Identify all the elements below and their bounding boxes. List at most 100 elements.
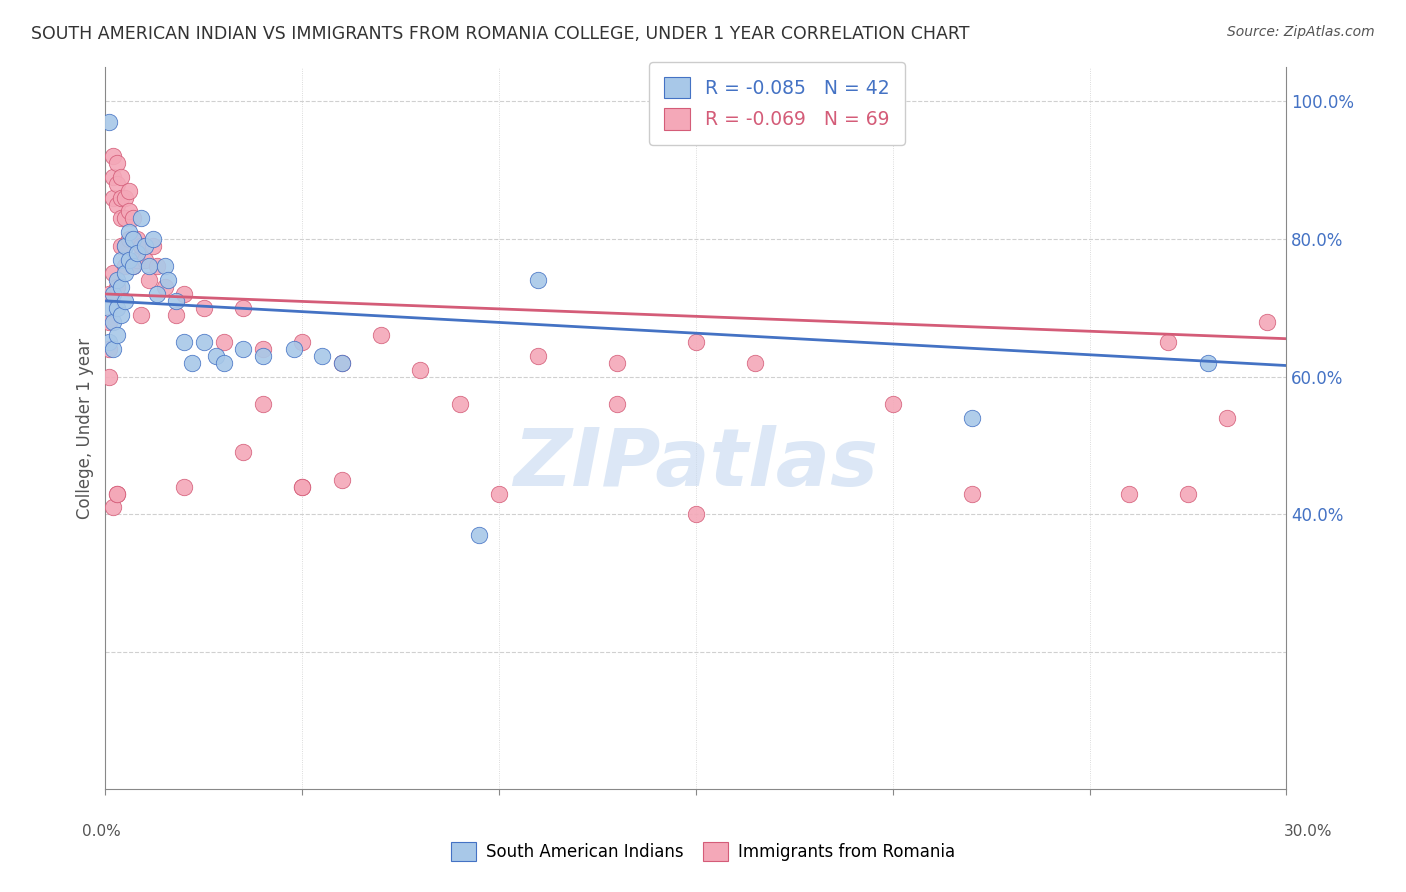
Text: SOUTH AMERICAN INDIAN VS IMMIGRANTS FROM ROMANIA COLLEGE, UNDER 1 YEAR CORRELATI: SOUTH AMERICAN INDIAN VS IMMIGRANTS FROM…	[31, 25, 969, 43]
Point	[105, 486, 128, 500]
Point	[98, 314, 121, 328]
Point	[1256, 314, 1278, 328]
Point	[685, 507, 707, 521]
Point	[606, 356, 628, 370]
Point	[527, 273, 550, 287]
Point	[98, 115, 121, 129]
Point	[122, 260, 145, 274]
Point	[105, 301, 128, 315]
Point	[118, 225, 141, 239]
Point	[114, 293, 136, 308]
Point	[125, 232, 148, 246]
Point	[134, 252, 156, 267]
Point	[122, 260, 145, 274]
Point	[114, 211, 136, 226]
Point	[110, 239, 132, 253]
Point	[134, 239, 156, 253]
Legend: South American Indians, Immigrants from Romania: South American Indians, Immigrants from …	[444, 835, 962, 868]
Point	[330, 356, 353, 370]
Point	[125, 252, 148, 267]
Point	[105, 156, 128, 170]
Point	[409, 362, 432, 376]
Point	[142, 232, 165, 246]
Point	[138, 260, 160, 274]
Point	[110, 191, 132, 205]
Point	[330, 356, 353, 370]
Point	[1197, 356, 1219, 370]
Point	[98, 335, 121, 350]
Point	[212, 356, 235, 370]
Point	[252, 397, 274, 411]
Point	[488, 486, 510, 500]
Point	[125, 245, 148, 260]
Point	[449, 397, 471, 411]
Point	[173, 335, 195, 350]
Point	[114, 266, 136, 280]
Point	[165, 308, 187, 322]
Point	[145, 260, 167, 274]
Point	[103, 287, 125, 301]
Point	[181, 356, 204, 370]
Point	[110, 252, 132, 267]
Point	[103, 500, 125, 515]
Point	[212, 335, 235, 350]
Point	[370, 328, 392, 343]
Point	[98, 287, 121, 301]
Point	[173, 480, 195, 494]
Point	[193, 301, 215, 315]
Point	[118, 252, 141, 267]
Point	[114, 191, 136, 205]
Point	[118, 204, 141, 219]
Point	[1216, 410, 1239, 425]
Point	[142, 239, 165, 253]
Point	[232, 445, 254, 459]
Point	[960, 410, 983, 425]
Point	[291, 335, 314, 350]
Point	[103, 266, 125, 280]
Point	[103, 191, 125, 205]
Point	[153, 260, 176, 274]
Point	[129, 211, 152, 226]
Point	[110, 280, 132, 294]
Text: 30.0%: 30.0%	[1284, 824, 1331, 838]
Point	[157, 273, 180, 287]
Point	[129, 239, 152, 253]
Point	[882, 397, 904, 411]
Point	[118, 184, 141, 198]
Point	[527, 349, 550, 363]
Point	[232, 342, 254, 356]
Point	[103, 314, 125, 328]
Point	[165, 293, 187, 308]
Point	[468, 528, 491, 542]
Point	[1177, 486, 1199, 500]
Point	[153, 280, 176, 294]
Y-axis label: College, Under 1 year: College, Under 1 year	[76, 337, 94, 519]
Point	[1157, 335, 1180, 350]
Point	[122, 211, 145, 226]
Point	[129, 308, 152, 322]
Point	[98, 301, 121, 315]
Point	[122, 232, 145, 246]
Point	[110, 211, 132, 226]
Text: ZIPatlas: ZIPatlas	[513, 425, 879, 503]
Point	[1118, 486, 1140, 500]
Point	[960, 486, 983, 500]
Point	[114, 239, 136, 253]
Point	[252, 342, 274, 356]
Point	[311, 349, 333, 363]
Point	[685, 335, 707, 350]
Legend: R = -0.085   N = 42, R = -0.069   N = 69: R = -0.085 N = 42, R = -0.069 N = 69	[650, 62, 905, 145]
Point	[114, 260, 136, 274]
Point	[110, 308, 132, 322]
Point	[606, 397, 628, 411]
Point	[98, 342, 121, 356]
Point	[193, 335, 215, 350]
Text: Source: ZipAtlas.com: Source: ZipAtlas.com	[1227, 25, 1375, 39]
Point	[744, 356, 766, 370]
Point	[204, 349, 226, 363]
Point	[103, 342, 125, 356]
Point	[145, 287, 167, 301]
Point	[105, 486, 128, 500]
Point	[330, 473, 353, 487]
Point	[283, 342, 305, 356]
